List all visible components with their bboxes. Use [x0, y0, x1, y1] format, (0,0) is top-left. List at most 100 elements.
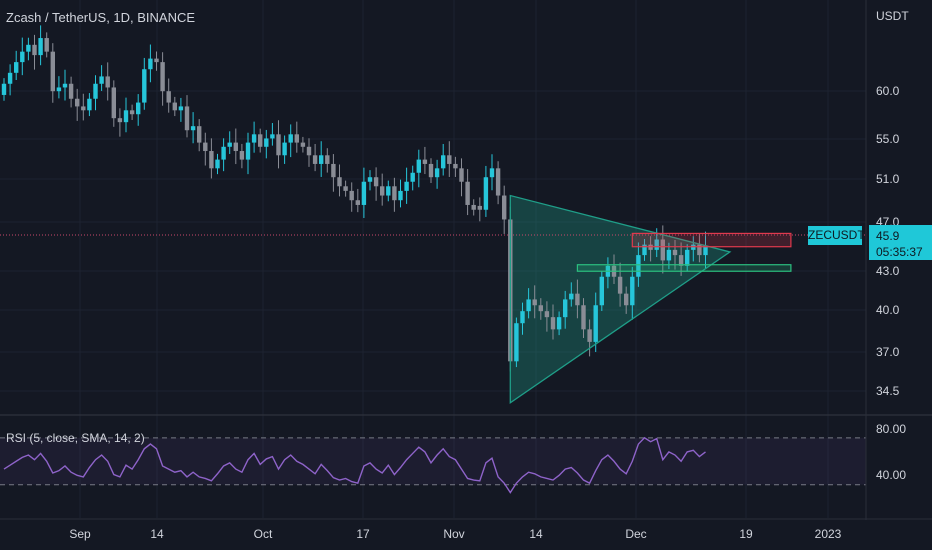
candle[interactable]	[398, 179, 403, 208]
candle[interactable]	[550, 304, 556, 340]
candle[interactable]	[581, 298, 586, 339]
candle[interactable]	[56, 76, 62, 99]
candle[interactable]	[306, 138, 312, 167]
candle[interactable]	[459, 158, 464, 197]
candle[interactable]	[471, 199, 476, 216]
candle[interactable]	[593, 292, 598, 352]
candle[interactable]	[38, 25, 43, 66]
candle[interactable]	[166, 78, 171, 113]
candle[interactable]	[532, 285, 537, 319]
candle[interactable]	[26, 37, 31, 61]
candle[interactable]	[410, 165, 415, 191]
candle[interactable]	[642, 238, 647, 261]
candle[interactable]	[624, 286, 629, 314]
candle[interactable]	[203, 132, 208, 166]
candle[interactable]	[361, 167, 367, 218]
candle[interactable]	[514, 317, 519, 368]
candle[interactable]	[129, 104, 135, 120]
candle[interactable]	[300, 136, 306, 153]
candle[interactable]	[172, 96, 177, 117]
candlestick-series[interactable]	[0, 25, 932, 416]
candle[interactable]	[148, 44, 153, 83]
candle[interactable]	[697, 233, 702, 263]
candle[interactable]	[209, 138, 214, 179]
candle[interactable]	[154, 51, 159, 71]
candle[interactable]	[184, 95, 190, 138]
candle[interactable]	[685, 244, 690, 272]
candle[interactable]	[233, 128, 238, 165]
rsi-line[interactable]	[3, 436, 706, 494]
candle[interactable]	[453, 156, 458, 177]
candle[interactable]	[367, 170, 373, 191]
candle[interactable]	[678, 242, 684, 276]
candle[interactable]	[142, 57, 147, 110]
candle[interactable]	[630, 266, 635, 320]
candle[interactable]	[556, 311, 562, 336]
rsi-pane[interactable]	[0, 436, 866, 494]
candle[interactable]	[465, 169, 470, 216]
candle[interactable]	[282, 135, 287, 164]
candle[interactable]	[270, 123, 275, 146]
candle[interactable]	[87, 93, 92, 117]
candle[interactable]	[105, 62, 110, 101]
candle[interactable]	[599, 271, 604, 312]
candle[interactable]	[483, 165, 489, 217]
candle[interactable]	[319, 141, 324, 177]
candle[interactable]	[276, 120, 281, 169]
candle[interactable]	[538, 298, 543, 320]
candle[interactable]	[477, 197, 482, 222]
candle[interactable]	[245, 132, 251, 175]
candle[interactable]	[373, 167, 379, 201]
candle[interactable]	[569, 282, 574, 307]
candle[interactable]	[62, 69, 68, 101]
candle[interactable]	[325, 148, 330, 173]
candle[interactable]	[526, 288, 531, 319]
candle[interactable]	[422, 146, 428, 175]
candle[interactable]	[264, 129, 269, 159]
candle[interactable]	[355, 188, 360, 213]
candle[interactable]	[544, 301, 550, 332]
candle[interactable]	[404, 167, 409, 204]
candle[interactable]	[197, 119, 202, 152]
candle[interactable]	[251, 121, 257, 153]
candle[interactable]	[288, 124, 293, 158]
chart-drawings-outline[interactable]	[509, 194, 792, 404]
candle[interactable]	[93, 75, 98, 111]
candle[interactable]	[294, 121, 299, 153]
candle[interactable]	[703, 231, 708, 269]
candle[interactable]	[392, 177, 397, 212]
candle[interactable]	[416, 149, 421, 188]
candle[interactable]	[239, 143, 245, 169]
candle[interactable]	[428, 158, 434, 183]
candle[interactable]	[495, 161, 501, 205]
candle[interactable]	[215, 153, 220, 175]
candle[interactable]	[489, 154, 495, 191]
candle[interactable]	[343, 180, 348, 197]
candle[interactable]	[14, 50, 19, 81]
candle[interactable]	[50, 43, 55, 103]
candle[interactable]	[520, 302, 525, 335]
candle[interactable]	[441, 143, 446, 176]
candle[interactable]	[44, 32, 49, 58]
candle[interactable]	[160, 52, 165, 106]
candle[interactable]	[502, 185, 507, 234]
candle[interactable]	[20, 37, 25, 76]
candle[interactable]	[434, 159, 440, 189]
candle[interactable]	[258, 128, 263, 153]
candle[interactable]	[7, 64, 13, 96]
candle[interactable]	[136, 94, 141, 126]
rsi-indicator-title[interactable]: RSI (5, close, SMA, 14, 2)	[6, 431, 145, 445]
candle[interactable]	[312, 143, 318, 172]
candle[interactable]	[575, 279, 580, 319]
candle[interactable]	[331, 154, 336, 192]
candle[interactable]	[221, 138, 226, 172]
candle[interactable]	[178, 97, 184, 122]
candle[interactable]	[349, 182, 354, 212]
candle[interactable]	[227, 131, 232, 154]
candle[interactable]	[617, 262, 623, 307]
candle[interactable]	[380, 173, 385, 206]
candle[interactable]	[563, 290, 568, 329]
candle[interactable]	[587, 319, 592, 357]
resistance-zone[interactable]	[631, 232, 792, 248]
